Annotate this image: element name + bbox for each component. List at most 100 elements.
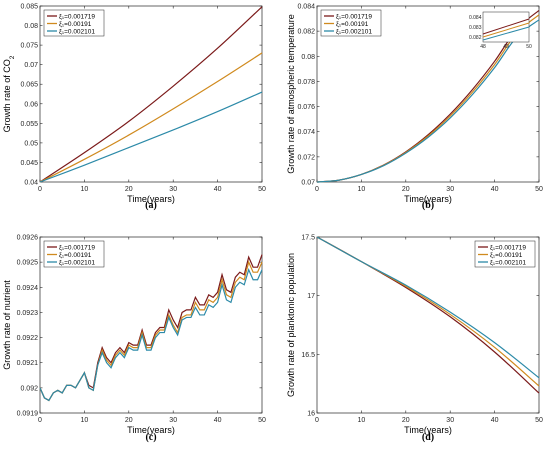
panel-b-temperature-growth: 0 10 20 30 40 50 0.07 0.072 0.074 0.076 0.078 0.08 0… (286, 4, 543, 212)
x-tick-label: 10 (358, 186, 366, 193)
x-tick-label: 30 (169, 417, 177, 424)
y-tick-label: 0.0925 (17, 260, 39, 267)
inset-series-line-3 (482, 26, 530, 41)
y-tick-label: 17 (307, 293, 315, 300)
x-tick-label: 20 (402, 186, 410, 193)
panel-label: (b) (422, 200, 434, 211)
inset-y-tick-label: 0.084 (469, 15, 482, 21)
legend-entry: ξ₁=0.002101 (490, 259, 526, 266)
series-line-2 (39, 52, 263, 183)
y-tick-label: 0.07 (24, 62, 38, 69)
x-tick-label: 30 (446, 417, 454, 424)
y-tick-label: 0.078 (297, 79, 315, 86)
y-tick-label: 0.08 (301, 54, 315, 61)
legend-entry: ξ₁=0.002101 (59, 259, 95, 266)
inset-x-tick-label: 50 (526, 44, 532, 50)
inset-x-tick-label: 48 (480, 44, 486, 50)
x-tick-label: 0 (38, 186, 42, 193)
panel-d-plankton-growth: 0 10 20 30 40 50 16 16.5 17 17.5 Time(years) Growth… (286, 235, 543, 444)
x-tick-label: 0 (38, 417, 42, 424)
y-axis-label: Growth rate of nutrient (2, 280, 12, 370)
inset-series-line-1 (482, 18, 530, 35)
y-tick-label: 0.0924 (17, 285, 39, 292)
y-axis-label: Growth rate of CO2 (2, 55, 16, 132)
inset-zoom: 48 49 50 0.084 0.083 0.082 (469, 11, 532, 50)
x-axis-label: Time(years) (127, 425, 175, 435)
x-tick-label: 50 (258, 417, 266, 424)
x-tick-label: 0 (315, 417, 319, 424)
y-tick-label: 0.0926 (17, 235, 39, 242)
legend-entry: ξ₁=0.001719 (336, 13, 372, 20)
y-tick-label: 0.0921 (17, 360, 39, 367)
inset-x-tick-label: 49 (503, 44, 509, 50)
y-tick-label: 0.085 (20, 4, 38, 11)
y-axis-label: Growth rate of atmospheric temperature (286, 14, 296, 174)
y-axis-label: Growth rate of planktonic population (286, 253, 296, 397)
inset-y-tick-label: 0.083 (469, 25, 482, 31)
series-line-3 (39, 91, 263, 183)
y-tick-label: 0.072 (297, 154, 315, 161)
x-axis-label: Time(years) (404, 425, 452, 435)
x-tick-label: 30 (446, 186, 454, 193)
y-tick-label: 0.084 (297, 4, 315, 11)
y-tick-label: 0.08 (24, 23, 38, 30)
y-tick-label: 0.074 (297, 129, 315, 136)
legend-entry: ξ₁=0.00191 (59, 252, 92, 259)
x-tick-label: 40 (491, 186, 499, 193)
legend-entry: ξ₁=0.002101 (59, 28, 95, 35)
y-tick-label: 0.04 (24, 180, 38, 187)
x-tick-label: 10 (358, 417, 366, 424)
y-tick-label: 0.0923 (17, 310, 39, 317)
panel-c-nutrient-growth: 0 10 20 30 40 50 0.0919 0.092 0.0921 0.0922 0.0923… (2, 235, 266, 444)
y-tick-label: 17.5 (301, 235, 315, 242)
y-tick-label: 0.045 (20, 160, 38, 167)
x-tick-label: 50 (535, 417, 543, 424)
panel-label: (c) (145, 432, 156, 443)
x-tick-label: 40 (491, 417, 499, 424)
inset-series-line-2 (482, 22, 530, 38)
y-tick-label: 0.06 (24, 101, 38, 108)
series-line-3 (316, 19, 540, 183)
x-tick-label: 10 (81, 186, 89, 193)
legend-entry: ξ₁=0.00191 (490, 252, 523, 259)
panel-a-co2-growth: 0 10 20 30 40 50 0.04 0.045 0.05 0.055 0.06 0.065 0.… (2, 4, 266, 212)
y-tick-label: 0.0922 (17, 335, 39, 342)
series-line-1 (39, 6, 263, 183)
y-tick-label: 0.05 (24, 140, 38, 147)
x-tick-label: 20 (125, 186, 133, 193)
x-tick-label: 50 (535, 186, 543, 193)
y-tick-label: 0.065 (20, 82, 38, 89)
y-tick-label: 0.076 (297, 104, 315, 111)
y-tick-label: 0.055 (20, 121, 38, 128)
legend-entry: ξ₁=0.001719 (490, 244, 526, 251)
x-tick-label: 50 (258, 186, 266, 193)
y-tick-label: 0.0919 (17, 411, 39, 418)
x-tick-label: 30 (169, 186, 177, 193)
x-tick-label: 40 (214, 417, 222, 424)
y-tick-label: 16.5 (301, 352, 315, 359)
legend-entry: ξ₁=0.00191 (59, 21, 92, 28)
legend-entry: ξ₁=0.001719 (59, 13, 95, 20)
y-axis-label-subscript: 2 (9, 55, 16, 59)
panel-label: (d) (422, 432, 434, 443)
x-axis-label: Time(years) (127, 194, 175, 204)
legend-entry: ξ₁=0.001719 (59, 244, 95, 251)
y-tick-label: 16 (307, 411, 315, 418)
x-tick-label: 20 (402, 417, 410, 424)
x-tick-label: 40 (214, 186, 222, 193)
x-tick-label: 10 (81, 417, 89, 424)
x-tick-label: 20 (125, 417, 133, 424)
panel-label: (a) (145, 200, 157, 211)
series-line-3 (39, 267, 263, 402)
legend-entry: ξ₁=0.00191 (336, 21, 369, 28)
y-tick-label: 0.07 (301, 180, 315, 187)
y-tick-label: 0.092 (20, 385, 38, 392)
legend-entry: ξ₁=0.002101 (336, 28, 372, 35)
y-tick-label: 0.082 (297, 29, 315, 36)
x-tick-label: 0 (315, 186, 319, 193)
